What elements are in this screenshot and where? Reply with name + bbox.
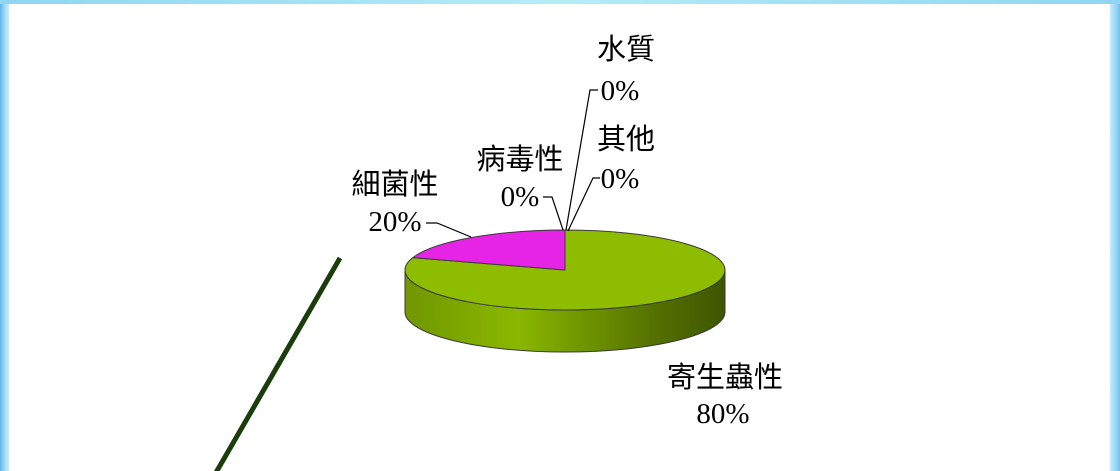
leader-line-bacterial [426,222,472,238]
data-label-name-0: 寄生蟲性 [667,361,783,394]
data-label-value-3: 0% [601,163,640,195]
leader-line-viral [543,196,564,231]
slide-top-border [0,0,1120,4]
data-label-value-0: 80% [696,398,749,430]
data-label-name-1: 細菌性 [351,168,438,201]
data-label-name-3: 其他 [597,123,655,156]
data-label-name-2: 病毒性 [476,143,563,176]
leader-lines [426,89,600,238]
data-label-value-1: 20% [368,206,421,238]
data-label-value-2: 0% [501,181,540,213]
leader-line-other [567,177,600,232]
leader-line-water [565,89,598,231]
data-label-name-4: 水質 [597,33,655,66]
pie-top-group [404,229,726,311]
pie-slice-1 [412,229,566,271]
data-label-value-4: 0% [601,75,640,107]
data-labels: 水質 0% 其他 0% 病毒性 0% 細菌性 20% 寄生蟲性 80% [351,33,783,430]
diagonal-line [214,256,343,471]
